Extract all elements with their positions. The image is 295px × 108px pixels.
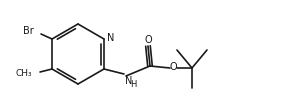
Text: O: O: [144, 35, 152, 45]
Text: H: H: [130, 80, 136, 89]
Text: O: O: [169, 62, 177, 72]
Text: Br: Br: [23, 26, 34, 36]
Text: N: N: [125, 76, 132, 86]
Text: CH₃: CH₃: [15, 70, 32, 79]
Text: N: N: [107, 33, 114, 43]
